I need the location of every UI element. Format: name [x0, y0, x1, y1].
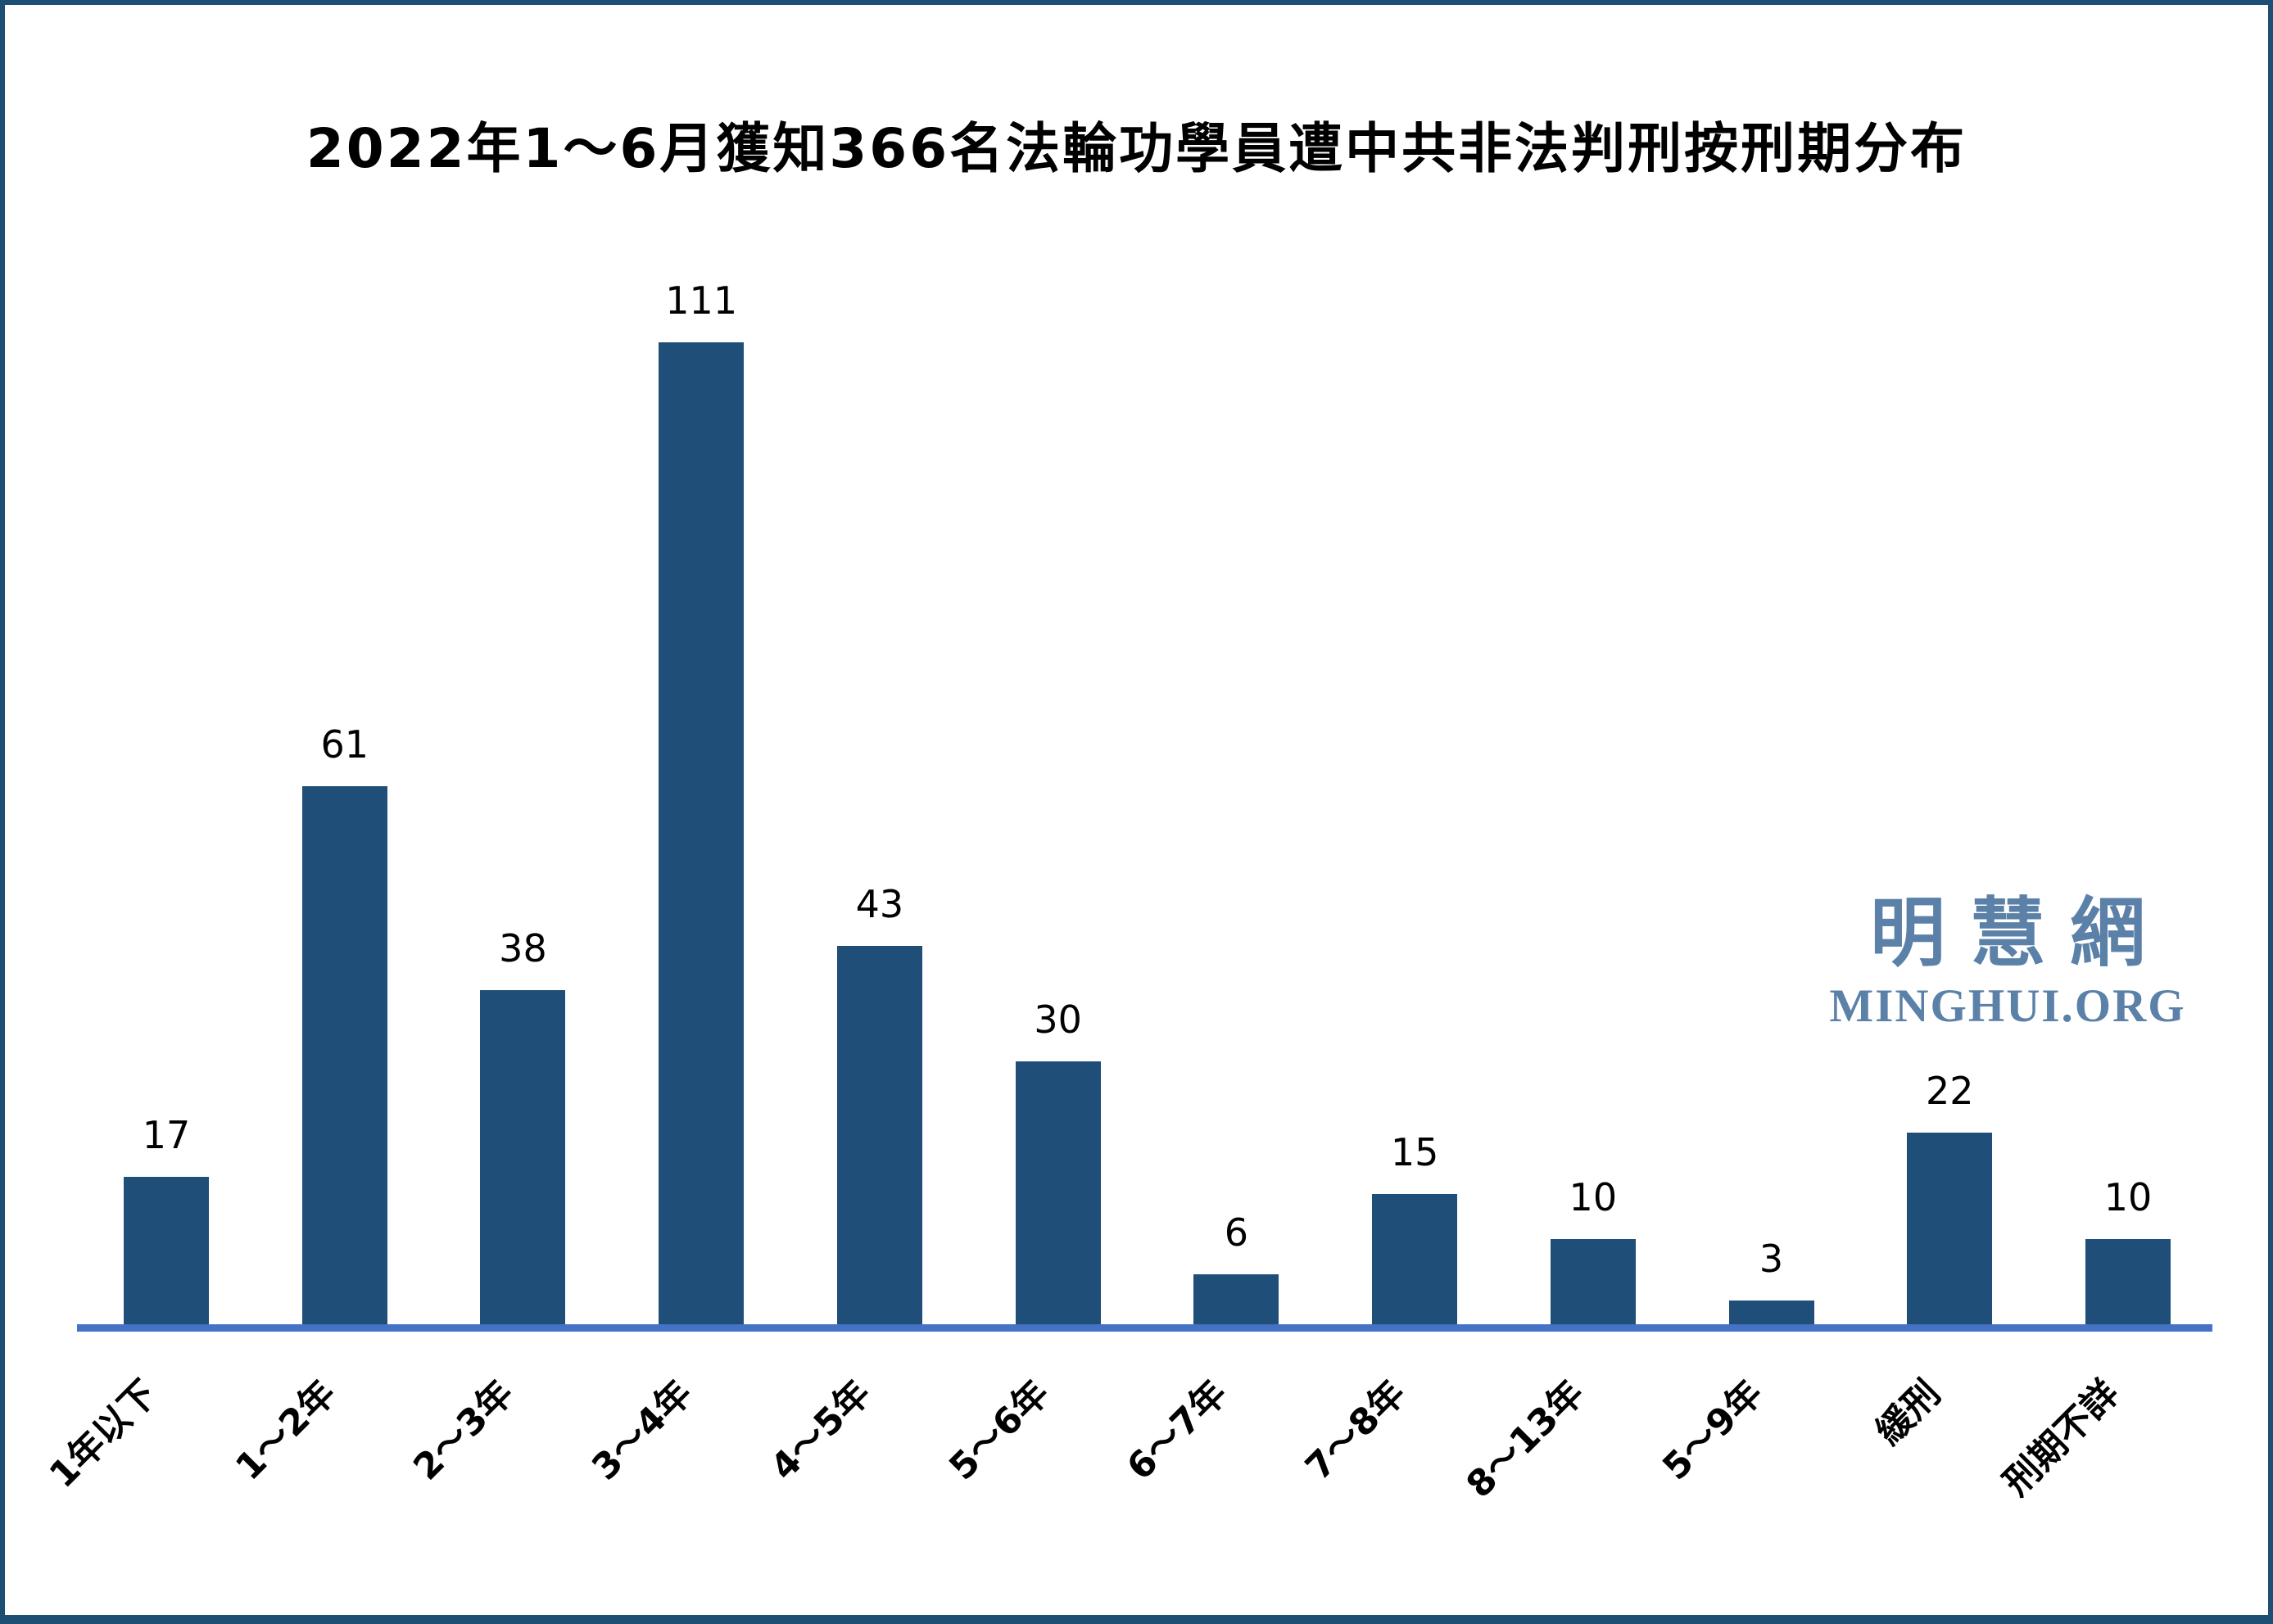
bar-value-label: 17	[142, 1112, 191, 1157]
bar-value-label: 10	[1569, 1174, 1618, 1219]
x-axis-line	[77, 1324, 2212, 1332]
bar	[1728, 1301, 1814, 1328]
bar-value-label: 10	[2103, 1174, 2153, 1219]
bar-value-label: 6	[1224, 1210, 1249, 1255]
bar	[2085, 1238, 2171, 1328]
bar-value-label: 22	[1926, 1068, 1974, 1113]
bar-value-label: 15	[1390, 1130, 1439, 1175]
bar-value-label: 30	[1034, 997, 1082, 1042]
minghui-watermark: 明慧網 MINGHUI.ORG	[1766, 889, 2249, 1032]
watermark-latin-text: MINGHUI.ORG	[1829, 980, 2186, 1032]
bar	[1550, 1238, 1636, 1328]
chart-title: 2022年1～6月獲知366名法輪功學員遭中共非法判刑按刑期分布	[306, 117, 1967, 180]
bar	[1015, 1061, 1101, 1328]
bar	[124, 1176, 209, 1328]
bar	[1907, 1132, 1993, 1328]
bar	[659, 342, 745, 1328]
bar	[1193, 1273, 1279, 1328]
bar-value-label: 43	[855, 881, 904, 926]
bar-value-label: 3	[1759, 1237, 1784, 1282]
bar	[301, 785, 387, 1328]
bar-value-label: 111	[665, 278, 738, 323]
bar	[836, 945, 922, 1328]
watermark-cjk-text: 明慧網	[1869, 889, 2170, 977]
bar-value-label: 61	[320, 722, 369, 767]
bar	[480, 990, 566, 1328]
bar-value-label: 38	[499, 926, 547, 971]
bar	[1372, 1194, 1458, 1328]
